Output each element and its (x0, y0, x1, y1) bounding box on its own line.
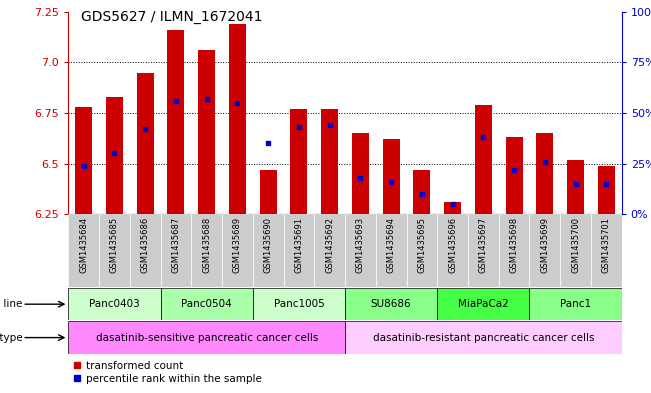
Bar (68, 214, 99, 287)
Bar (345, 321, 622, 354)
Text: GSM1435685: GSM1435685 (110, 217, 119, 273)
Bar (68, 288, 161, 320)
Text: SU8686: SU8686 (371, 299, 411, 309)
Bar (567, 160, 584, 214)
Bar (468, 214, 499, 287)
Text: GSM1435699: GSM1435699 (540, 217, 549, 273)
Text: GSM1435686: GSM1435686 (141, 217, 150, 274)
Text: GSM1435700: GSM1435700 (571, 217, 580, 273)
Text: GSM1435690: GSM1435690 (264, 217, 273, 273)
Bar (376, 214, 406, 287)
Bar (561, 214, 591, 287)
Bar (314, 214, 345, 287)
Text: GSM1435687: GSM1435687 (171, 217, 180, 274)
Bar (437, 288, 529, 320)
Text: GSM1435692: GSM1435692 (325, 217, 334, 273)
Bar (284, 214, 314, 287)
Text: GSM1435693: GSM1435693 (356, 217, 365, 273)
Bar (413, 170, 430, 214)
Text: GSM1435701: GSM1435701 (602, 217, 611, 273)
Text: Panc1005: Panc1005 (273, 299, 324, 309)
Bar (191, 214, 222, 287)
Text: Panc0504: Panc0504 (182, 299, 232, 309)
Bar (253, 288, 345, 320)
Bar (499, 214, 529, 287)
Text: Panc0403: Panc0403 (89, 299, 140, 309)
Bar (199, 50, 215, 214)
Text: dasatinib-resistant pancreatic cancer cells: dasatinib-resistant pancreatic cancer ce… (372, 332, 594, 343)
Bar (529, 214, 561, 287)
Bar (130, 214, 161, 287)
Bar (161, 214, 191, 287)
Text: MiaPaCa2: MiaPaCa2 (458, 299, 508, 309)
Bar (167, 30, 184, 214)
Bar (229, 24, 246, 214)
Bar (106, 97, 123, 214)
Bar (260, 170, 277, 214)
Text: GSM1435684: GSM1435684 (79, 217, 89, 273)
Bar (253, 214, 284, 287)
Text: GSM1435697: GSM1435697 (479, 217, 488, 273)
Text: Panc1: Panc1 (560, 299, 591, 309)
Bar (345, 288, 437, 320)
Text: cell type: cell type (0, 332, 23, 343)
Text: GSM1435696: GSM1435696 (448, 217, 457, 273)
Bar (444, 202, 461, 214)
Text: GSM1435688: GSM1435688 (202, 217, 211, 274)
Bar (506, 137, 523, 214)
Text: GSM1435695: GSM1435695 (417, 217, 426, 273)
Text: GDS5627 / ILMN_1672041: GDS5627 / ILMN_1672041 (81, 10, 263, 24)
Text: GSM1435689: GSM1435689 (233, 217, 242, 273)
Bar (475, 105, 492, 214)
Bar (352, 133, 369, 214)
Bar (406, 214, 437, 287)
Bar (536, 133, 553, 214)
Bar (161, 288, 253, 320)
Text: GSM1435691: GSM1435691 (294, 217, 303, 273)
Bar (222, 214, 253, 287)
Bar (383, 139, 400, 214)
Bar (598, 165, 615, 214)
Text: cell line: cell line (0, 299, 23, 309)
Bar (68, 321, 345, 354)
Bar (529, 288, 622, 320)
Bar (290, 109, 307, 214)
Text: dasatinib-sensitive pancreatic cancer cells: dasatinib-sensitive pancreatic cancer ce… (96, 332, 318, 343)
Bar (76, 107, 92, 214)
Bar (321, 109, 338, 214)
Bar (437, 214, 468, 287)
Bar (137, 72, 154, 214)
Bar (345, 214, 376, 287)
Bar (591, 214, 622, 287)
Bar (99, 214, 130, 287)
Legend: transformed count, percentile rank within the sample: transformed count, percentile rank withi… (74, 361, 262, 384)
Text: GSM1435694: GSM1435694 (387, 217, 396, 273)
Text: GSM1435698: GSM1435698 (510, 217, 519, 273)
